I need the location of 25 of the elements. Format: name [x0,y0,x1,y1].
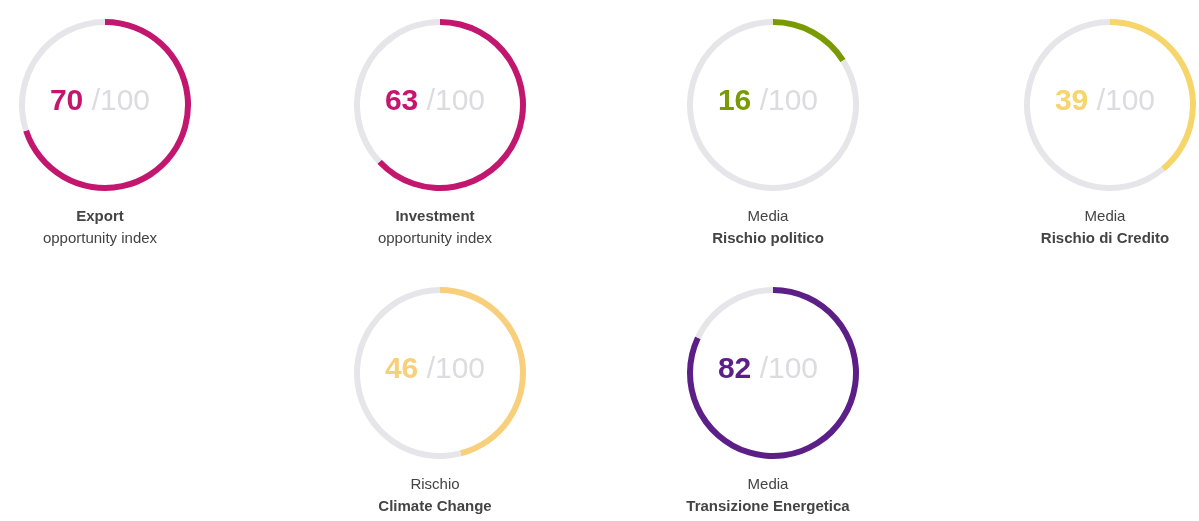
text: Export [75,206,125,226]
text: Media [746,206,790,226]
donut-slice [695,287,773,339]
text: 63 [384,83,419,116]
text: 39 [1054,83,1089,116]
text: opportunity index [376,228,494,248]
donut-slice [377,19,526,191]
text: 16 [717,83,752,116]
text: Rischio politico [711,228,825,248]
text: Media [746,474,790,494]
donut-slice [687,287,859,459]
donut-slice [1024,19,1165,191]
text: 82 [717,351,752,384]
text: Media [1083,206,1127,226]
donut-slice [23,19,191,191]
text: Climate Change [377,496,493,516]
text: Transizione Energetica [685,496,851,516]
text: Investment [394,206,476,226]
text: Rischio di Credito [1039,228,1171,248]
donut-slice [773,19,846,63]
text: Rischio [409,474,461,494]
donut-slice [687,19,859,191]
text: 46 [384,351,419,384]
text: opportunity index [41,228,159,248]
text: 70 [49,83,84,116]
